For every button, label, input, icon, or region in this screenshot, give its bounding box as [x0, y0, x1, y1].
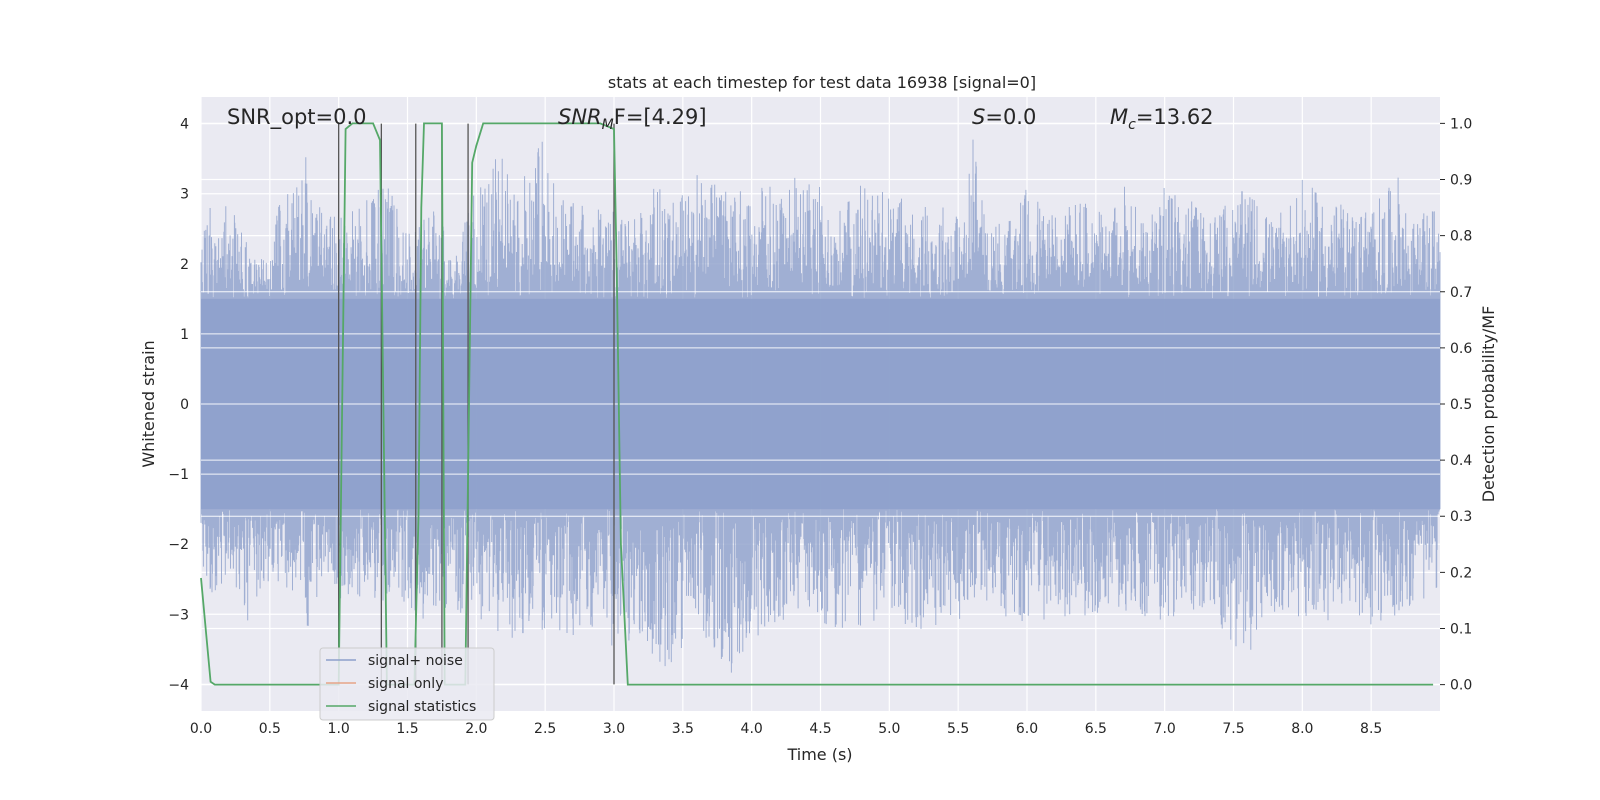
- y-tick-label-right: 0.7: [1450, 285, 1472, 301]
- x-tick-label: 4.0: [741, 721, 763, 737]
- legend-label-signal-noise: signal+ noise: [368, 653, 463, 669]
- y-tick-label-right: 0.9: [1450, 173, 1472, 189]
- x-tick-label: 5.0: [878, 721, 900, 737]
- x-axis-label: Time (s): [786, 745, 852, 764]
- y-tick-label-right: 0.1: [1450, 621, 1472, 637]
- annotation-s-main: S: [972, 105, 985, 129]
- y-tick-label-right: 0.8: [1450, 229, 1472, 245]
- y-tick-label-left: −3: [168, 607, 189, 623]
- annotation-s: S=0.0: [972, 105, 1036, 129]
- y-tick-label-left: −2: [168, 537, 189, 553]
- x-tick-label: 6.0: [1016, 721, 1038, 737]
- chart-title: stats at each timestep for test data 169…: [608, 73, 1036, 92]
- legend: signal+ noise signal only signal statist…: [319, 647, 495, 721]
- x-tick-label: 4.5: [809, 721, 831, 737]
- x-tick-label: 7.5: [1222, 721, 1244, 737]
- annotation-mc-rest: =13.62: [1136, 105, 1214, 129]
- y-tick-label-left: −1: [168, 467, 189, 483]
- y-axis-label-left: Whitened strain: [139, 340, 158, 467]
- y-tick-label-left: 2: [180, 257, 189, 273]
- y-tick-label-right: 0.6: [1450, 341, 1472, 357]
- x-tick-label: 1.0: [328, 721, 350, 737]
- vertical-markers: [338, 123, 615, 685]
- y-tick-label-left: 3: [180, 187, 189, 203]
- x-tick-label: 8.5: [1360, 721, 1382, 737]
- y-tick-label-right: 0.2: [1450, 565, 1472, 581]
- x-tick-label: 3.5: [672, 721, 694, 737]
- annotation-mc: Mc=13.62: [1110, 105, 1214, 133]
- y-axis-label-right: Detection probability/MF: [1479, 306, 1498, 503]
- x-tick-label: 8.0: [1291, 721, 1313, 737]
- annotation-snr-mf-main: SNR: [558, 105, 602, 129]
- x-tick-label: 6.5: [1085, 721, 1107, 737]
- annotation-snr-mf-sub: M: [602, 117, 614, 133]
- annotation-snr-mf-rest: F=[4.29]: [614, 105, 707, 129]
- x-tick-label: 5.5: [947, 721, 969, 737]
- y-tick-label-right: 0.5: [1450, 397, 1472, 413]
- legend-label-signal-statistics: signal statistics: [368, 699, 476, 715]
- legend-box: [319, 647, 495, 721]
- y-tick-label-right: 0.4: [1450, 453, 1472, 469]
- x-tick-label: 0.0: [190, 721, 212, 737]
- y-tick-label-left: 1: [180, 327, 189, 343]
- x-tick-label: 7.0: [1154, 721, 1176, 737]
- tick-labels: 0.0 0.5 1.0 1.5 2.0 2.5 3.0 3.5 4.0 4.5 5.0 5.5 6.0 6…: [168, 116, 1472, 737]
- x-tick-label: 3.0: [603, 721, 625, 737]
- annotation-mc-main: M: [1110, 105, 1128, 129]
- x-tick-label: 0.5: [259, 721, 281, 737]
- y-tick-label-left: −4: [168, 677, 189, 693]
- x-tick-label: 2.0: [465, 721, 487, 737]
- legend-label-signal-only: signal only: [368, 676, 443, 692]
- y-tick-label-right: 0.3: [1450, 509, 1472, 525]
- annotation-snr-mf: SNRMF=[4.29]: [558, 105, 707, 133]
- y-tick-label-right: 0.0: [1450, 678, 1472, 694]
- annotation-s-rest: =0.0: [985, 105, 1036, 129]
- y-tick-label-right: 1.0: [1450, 116, 1472, 132]
- x-tick-label: 1.5: [396, 721, 418, 737]
- signal-noise-series: [200, 139, 1441, 673]
- x-tick-label: 2.5: [534, 721, 556, 737]
- annotation-mc-sub: c: [1128, 117, 1136, 133]
- y-tick-label-left: 4: [180, 117, 189, 133]
- annotation-snr-opt: SNR_opt=0.0: [227, 105, 367, 130]
- y-tick-label-left: 0: [180, 397, 189, 413]
